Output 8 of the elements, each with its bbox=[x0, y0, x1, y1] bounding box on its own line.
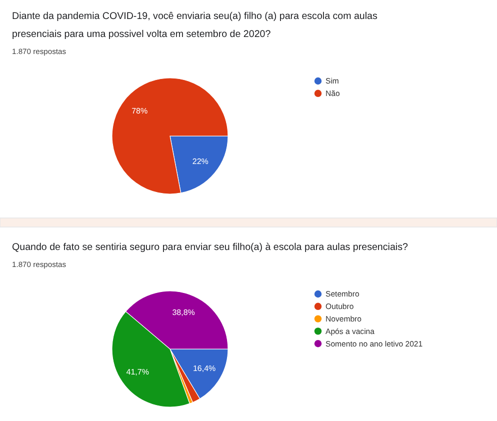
pie-slice bbox=[112, 78, 228, 194]
chart-title: Quando de fato se sentiria seguro para enviar seu filho(a) à escola para aulas presenciais? bbox=[12, 242, 408, 253]
data-label: 16,4% bbox=[192, 364, 216, 374]
data-label: 41,7% bbox=[126, 367, 149, 376]
chart-title: Diante da pandemia COVID-19, você enviaria seu(a) filho (a) para escola com aulas presenciais para uma possivel volta em setembro de 2020? bbox=[12, 11, 378, 40]
data-label: 38,8% bbox=[172, 308, 195, 317]
data-label: 22% bbox=[192, 156, 208, 166]
data-label: 78% bbox=[132, 106, 148, 116]
